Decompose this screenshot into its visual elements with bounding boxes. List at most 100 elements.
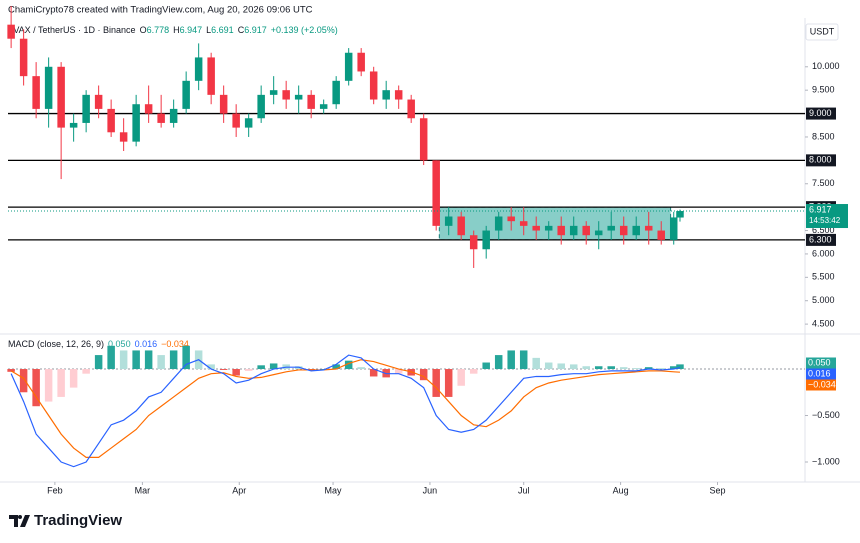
candle-body bbox=[507, 216, 515, 222]
level-tag-label: 6.300 bbox=[809, 234, 832, 244]
candle-body bbox=[619, 225, 628, 236]
logo-mark bbox=[9, 515, 30, 527]
macd-histogram-bar bbox=[557, 363, 565, 370]
x-tick-label: Jun bbox=[423, 485, 438, 495]
candle-body bbox=[669, 217, 678, 240]
macd-histogram-bar bbox=[344, 360, 353, 370]
macd-histogram-bar bbox=[82, 369, 90, 374]
x-tick-label: Mar bbox=[135, 485, 151, 495]
candle-body bbox=[432, 160, 440, 226]
currency-box[interactable] bbox=[805, 23, 839, 41]
macd-tag-label: 0.050 bbox=[808, 357, 831, 367]
ohlc-value: 6.778 bbox=[147, 25, 170, 35]
candle-body bbox=[469, 235, 478, 250]
candle-body bbox=[319, 104, 328, 109]
candle-body bbox=[607, 225, 615, 231]
ohlc-value: 6.691 bbox=[211, 25, 234, 35]
candle-body bbox=[69, 122, 78, 128]
macd-histogram-bar bbox=[19, 369, 28, 393]
macd-legend-value: 0.016 bbox=[135, 339, 158, 349]
macd-histogram-bar bbox=[319, 369, 328, 370]
candle-body bbox=[382, 90, 390, 100]
candle-body bbox=[82, 94, 90, 123]
candle-body bbox=[257, 94, 265, 119]
candle-body bbox=[282, 90, 290, 100]
candle-body bbox=[132, 104, 140, 142]
y-tick-label: 5.000 bbox=[812, 295, 835, 305]
candle-body bbox=[394, 90, 403, 100]
candle-body bbox=[307, 94, 315, 109]
macd-histogram-bar bbox=[44, 369, 53, 402]
candle-body bbox=[32, 76, 40, 109]
level-tag-label: 9.000 bbox=[809, 108, 832, 118]
macd-histogram-bar bbox=[69, 369, 78, 388]
candle-body bbox=[94, 94, 103, 109]
candle-body bbox=[219, 94, 228, 114]
candle-body bbox=[182, 80, 190, 109]
macd-histogram-bar bbox=[507, 350, 515, 370]
macd-histogram-bar bbox=[132, 350, 140, 370]
macd-histogram-bar bbox=[157, 355, 165, 370]
candle-body bbox=[457, 216, 465, 236]
candle-body bbox=[344, 52, 353, 81]
macd-histogram-bar bbox=[619, 367, 628, 370]
candle-body bbox=[569, 225, 578, 236]
candle-body bbox=[369, 71, 378, 100]
y-tick-label: 6.000 bbox=[812, 248, 835, 258]
x-tick-label: Feb bbox=[47, 485, 63, 495]
y-tick-label: 8.500 bbox=[812, 131, 835, 141]
macd-histogram-bar bbox=[7, 369, 15, 372]
candle-body bbox=[544, 225, 553, 231]
last-price-label: 6.917 bbox=[809, 204, 832, 214]
logo: TradingView bbox=[9, 512, 122, 529]
macd-histogram-bar bbox=[207, 364, 215, 370]
level-tag bbox=[806, 107, 836, 120]
macd-histogram-bar bbox=[269, 363, 278, 370]
logo-text: TradingView bbox=[34, 512, 122, 529]
macd-histogram-bar bbox=[544, 362, 553, 370]
macd-histogram-bar bbox=[332, 364, 340, 370]
macd-title: MACD (close, 12, 26, 9) 0.050 0.016 −0.034 bbox=[8, 339, 189, 349]
candle-body bbox=[19, 38, 28, 77]
level-tag bbox=[806, 233, 836, 246]
candle-body bbox=[657, 230, 665, 240]
candle-body bbox=[157, 113, 165, 123]
y-tick-label: −0.500 bbox=[812, 410, 840, 420]
macd-tag bbox=[806, 368, 836, 380]
currency[interactable]: USDT bbox=[810, 26, 835, 36]
candle-body bbox=[144, 104, 153, 114]
macd-histogram-bar bbox=[419, 369, 428, 381]
macd-histogram-bar bbox=[676, 364, 684, 370]
macd-histogram-bar bbox=[482, 362, 490, 370]
level-tag bbox=[806, 154, 836, 167]
macd-histogram-bar bbox=[144, 350, 153, 370]
candle-body bbox=[357, 52, 365, 72]
y-tick-label: 6.500 bbox=[812, 225, 835, 235]
x-tick-label: Jul bbox=[518, 485, 530, 495]
macd-histogram-bar bbox=[532, 357, 540, 370]
candle-body bbox=[594, 230, 603, 236]
macd-macd_line bbox=[10, 354, 681, 468]
y-tick-label: 9.500 bbox=[812, 85, 835, 95]
macd-histogram-bar bbox=[632, 368, 640, 370]
y-tick-label: −1.000 bbox=[812, 456, 840, 466]
macd-tag-label: −0.034 bbox=[808, 379, 836, 389]
candle-body bbox=[7, 24, 15, 39]
macd-histogram-bar bbox=[669, 366, 678, 370]
y-tick-label: 7.500 bbox=[812, 178, 835, 188]
candle-body bbox=[632, 225, 640, 236]
macd-histogram-bar bbox=[607, 366, 615, 370]
last-price-tag bbox=[806, 204, 848, 229]
candle-body bbox=[482, 230, 490, 250]
macd-tag bbox=[806, 357, 836, 369]
candle-body bbox=[44, 66, 53, 109]
macd-tag bbox=[806, 379, 836, 391]
macd-histogram-bar bbox=[644, 367, 653, 370]
macd-histogram-bar bbox=[369, 369, 378, 377]
macd-histogram-bar bbox=[32, 369, 40, 407]
macd-histogram-bar bbox=[94, 355, 103, 370]
change: +0.139 (+2.05%) bbox=[271, 25, 338, 35]
y-tick-label: 5.500 bbox=[812, 272, 835, 282]
candle-body bbox=[407, 99, 415, 119]
macd-histogram-bar bbox=[219, 369, 228, 370]
